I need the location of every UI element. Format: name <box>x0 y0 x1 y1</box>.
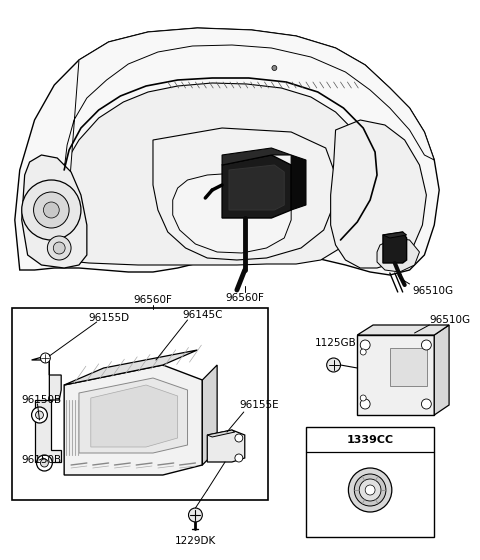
Text: 96145C: 96145C <box>182 310 223 320</box>
Circle shape <box>32 407 48 423</box>
Polygon shape <box>64 28 434 190</box>
Circle shape <box>40 353 50 363</box>
Polygon shape <box>357 335 434 415</box>
Text: 96150B: 96150B <box>22 395 62 405</box>
Polygon shape <box>229 165 284 210</box>
Circle shape <box>354 474 386 506</box>
Polygon shape <box>35 400 61 462</box>
Circle shape <box>359 479 381 501</box>
Text: 96155D: 96155D <box>89 313 130 323</box>
Circle shape <box>327 358 340 372</box>
Polygon shape <box>222 155 291 218</box>
Circle shape <box>43 202 59 218</box>
Polygon shape <box>357 325 449 335</box>
Circle shape <box>360 340 370 350</box>
Polygon shape <box>383 232 407 263</box>
Polygon shape <box>207 430 235 437</box>
Polygon shape <box>91 385 178 447</box>
Circle shape <box>272 66 277 71</box>
Bar <box>390 348 427 386</box>
Polygon shape <box>15 28 439 275</box>
Text: 1229DK: 1229DK <box>175 536 216 546</box>
Polygon shape <box>203 365 217 465</box>
Circle shape <box>235 434 243 442</box>
Polygon shape <box>64 365 203 475</box>
Polygon shape <box>291 155 306 210</box>
Polygon shape <box>207 430 245 462</box>
Circle shape <box>53 242 65 254</box>
Text: 96560F: 96560F <box>225 293 264 303</box>
Circle shape <box>36 455 52 471</box>
Text: 96150B: 96150B <box>22 455 62 465</box>
Text: 96510G: 96510G <box>429 315 470 325</box>
Circle shape <box>36 411 43 419</box>
Polygon shape <box>22 155 87 268</box>
Bar <box>12 308 268 500</box>
Text: 96510G: 96510G <box>412 286 454 296</box>
Polygon shape <box>64 350 197 385</box>
Polygon shape <box>49 83 370 265</box>
Polygon shape <box>434 325 449 415</box>
Circle shape <box>360 349 366 355</box>
Circle shape <box>189 508 203 522</box>
Polygon shape <box>79 378 188 453</box>
Circle shape <box>421 399 432 409</box>
Circle shape <box>48 236 71 260</box>
Polygon shape <box>153 128 336 260</box>
Polygon shape <box>32 355 61 400</box>
Text: 96560F: 96560F <box>133 295 172 305</box>
Circle shape <box>22 180 81 240</box>
Circle shape <box>348 468 392 512</box>
Circle shape <box>34 192 69 228</box>
Bar <box>306 427 434 537</box>
Polygon shape <box>222 148 291 165</box>
Circle shape <box>360 399 370 409</box>
Text: 1339CC: 1339CC <box>347 435 394 445</box>
Text: 96155E: 96155E <box>240 400 279 410</box>
Text: 1125GB: 1125GB <box>315 338 357 348</box>
Circle shape <box>360 395 366 401</box>
Circle shape <box>421 340 432 350</box>
Circle shape <box>235 454 243 462</box>
Polygon shape <box>383 232 407 238</box>
Circle shape <box>40 459 48 467</box>
Polygon shape <box>173 173 291 253</box>
Polygon shape <box>331 120 426 268</box>
Polygon shape <box>377 238 420 272</box>
Circle shape <box>365 485 375 495</box>
